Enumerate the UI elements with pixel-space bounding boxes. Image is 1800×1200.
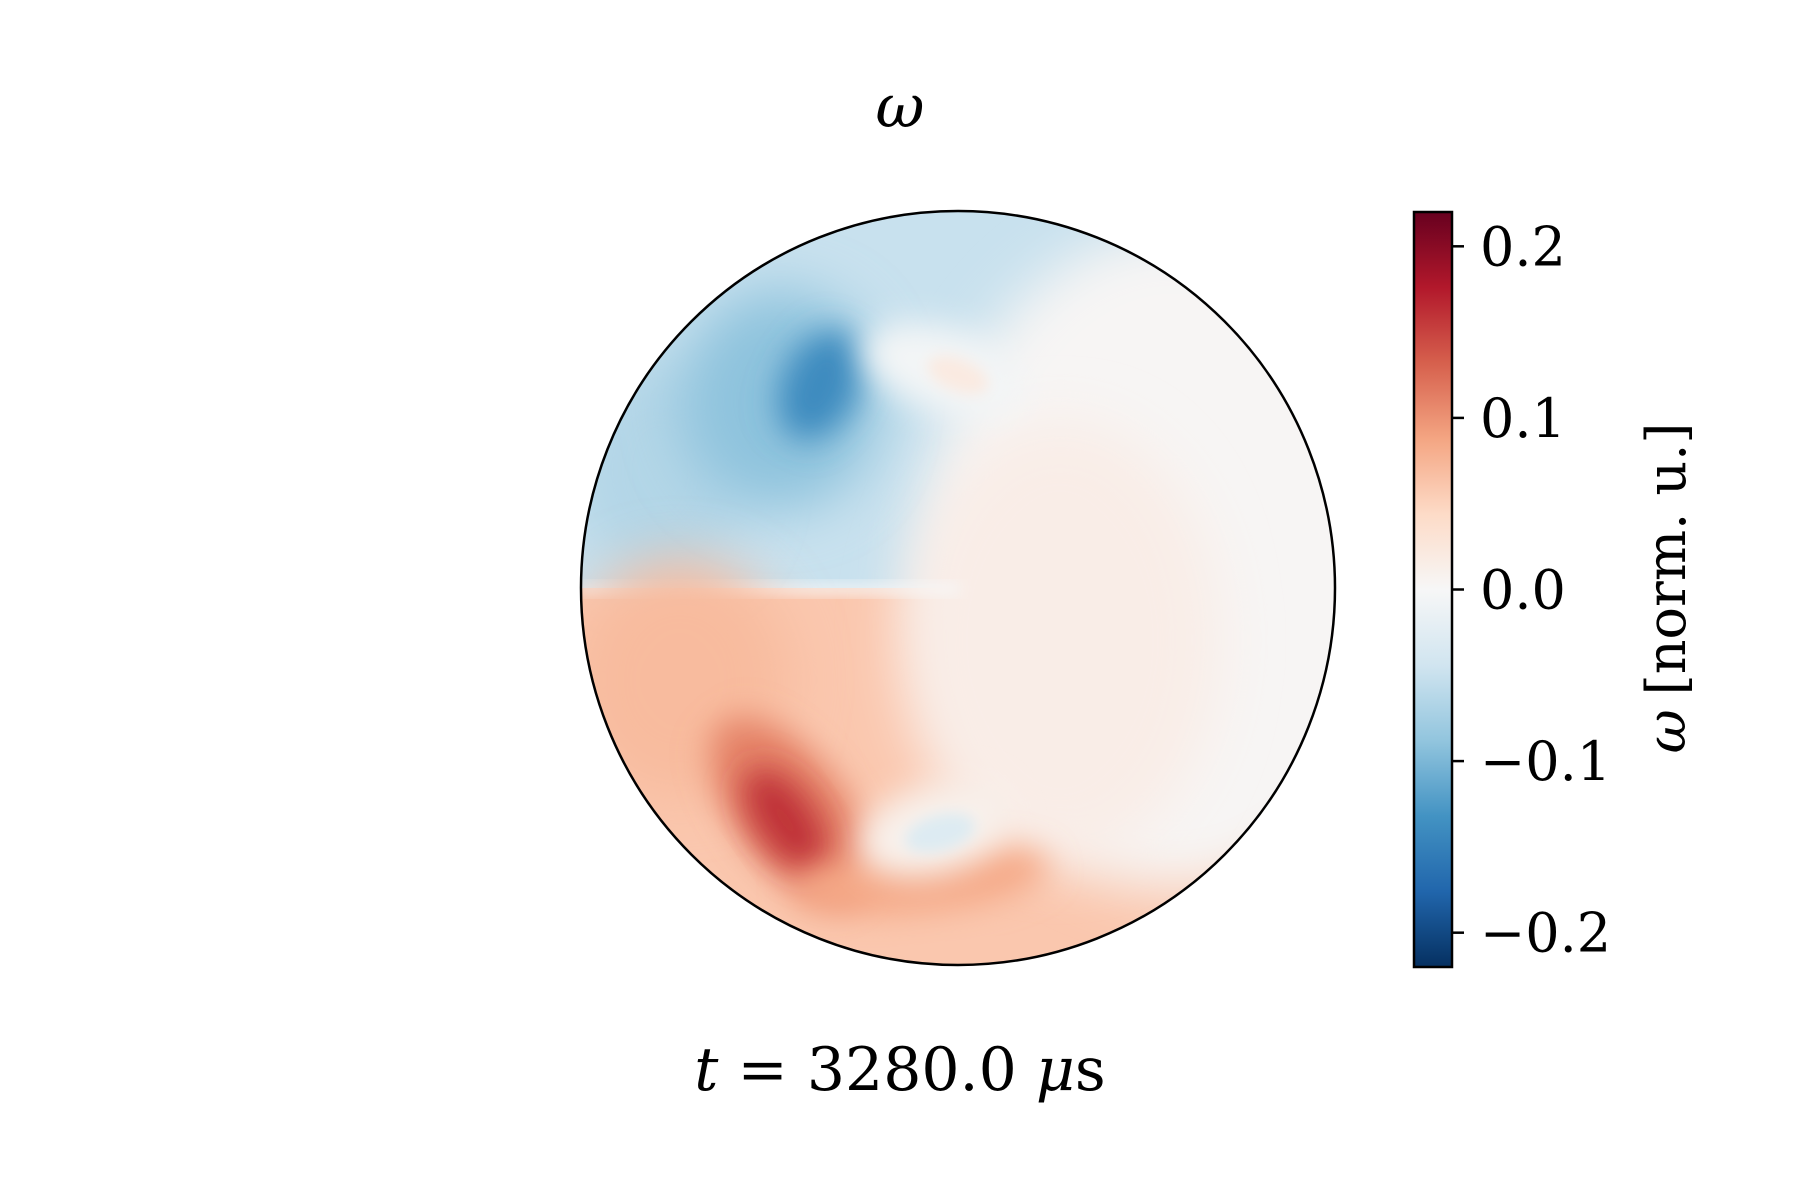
time-equals: = bbox=[737, 1035, 788, 1105]
colorbar-label-symbol: ω bbox=[1635, 709, 1698, 753]
time-unit-prefix: μ bbox=[1035, 1035, 1075, 1105]
colorbar-tick-label: 0.1 bbox=[1480, 387, 1566, 450]
colorbar-tick-label: −0.2 bbox=[1480, 902, 1611, 965]
vorticity-field bbox=[581, 211, 1335, 965]
time-value: 3280.0 bbox=[806, 1035, 1017, 1105]
neutral-region-lower bbox=[900, 420, 1220, 860]
time-unit: s bbox=[1074, 1035, 1106, 1105]
time-variable: t bbox=[694, 1035, 719, 1105]
colorbar-tick-label: −0.1 bbox=[1480, 730, 1611, 793]
positive-vortex-core bbox=[742, 767, 828, 873]
colorbar-gradient bbox=[1414, 212, 1452, 967]
negative-vortex-core bbox=[777, 330, 863, 440]
disk-boundary bbox=[579, 209, 1337, 967]
colorbar-tick-label: 0.2 bbox=[1480, 215, 1566, 278]
separator-line bbox=[581, 584, 960, 594]
chart-title: ω bbox=[875, 72, 925, 142]
colorbar-label-unit: [norm. u.] bbox=[1635, 423, 1698, 696]
positive-spot bbox=[927, 355, 989, 395]
colorbar-tick-label: 0.0 bbox=[1480, 559, 1566, 622]
colorbar: 0.2 0.1 0.0 −0.1 −0.2 ω [norm. u.] bbox=[1412, 210, 1698, 969]
lower-arc bbox=[790, 845, 1050, 915]
colorbar-label: ω [norm. u.] bbox=[1635, 423, 1698, 754]
negative-spot bbox=[904, 813, 976, 853]
time-annotation: t = 3280.0 μs bbox=[0, 1035, 1800, 1105]
